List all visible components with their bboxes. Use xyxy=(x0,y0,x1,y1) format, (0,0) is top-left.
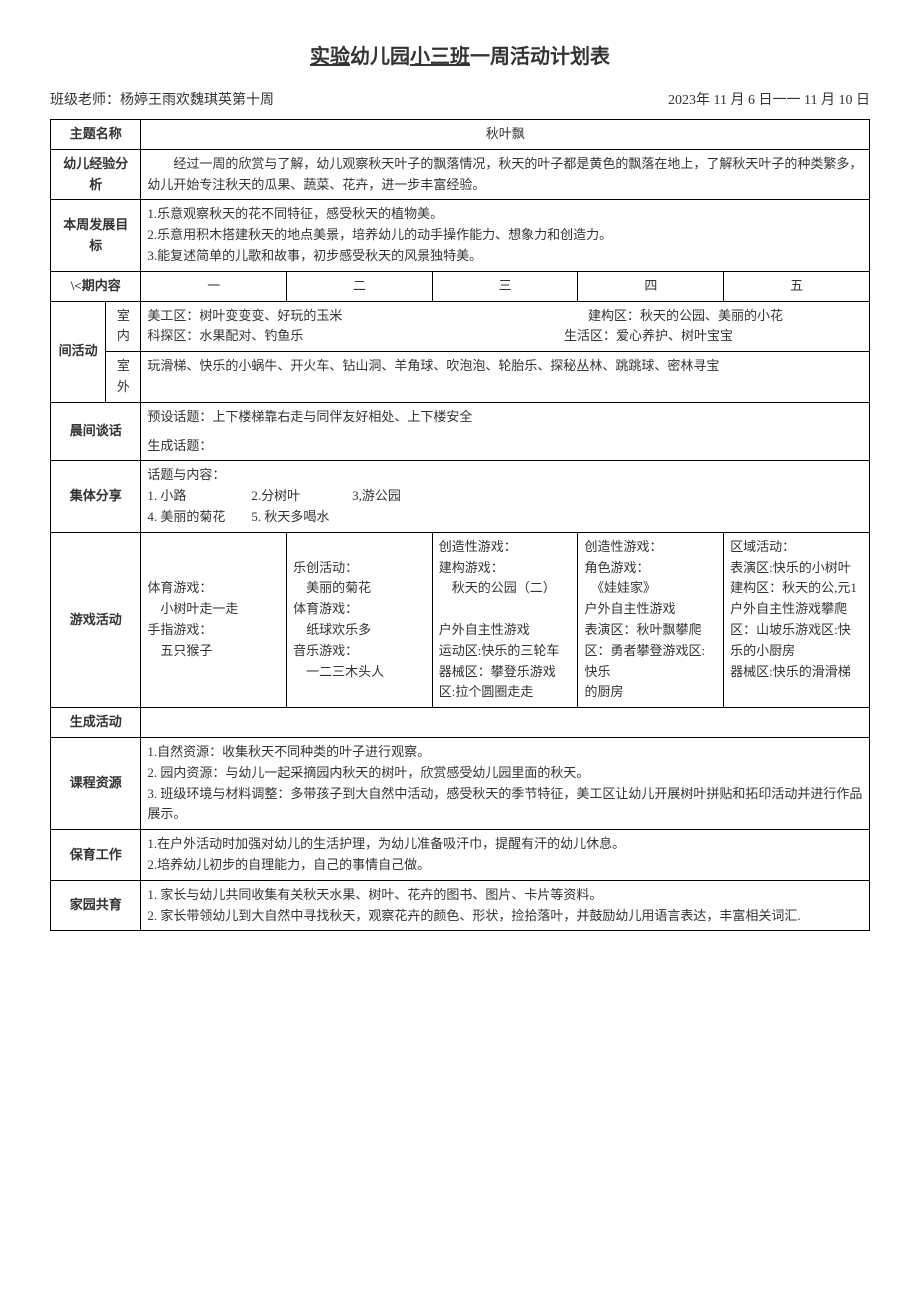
morning-generate: 生成话题： xyxy=(141,432,870,461)
exp-label: 幼儿经验分析 xyxy=(51,149,141,200)
course-label: 课程资源 xyxy=(51,737,141,829)
title-suffix: 一周活动计划表 xyxy=(470,46,610,68)
morning-label: 晨间谈话 xyxy=(51,402,141,461)
morning-preset: 预设话题：上下楼梯靠右走与同伴友好相处、上下楼安全 xyxy=(141,402,870,431)
indoor-line2b: 生活区：爱心养护、树叶宝宝 xyxy=(564,326,863,347)
title-class: 小三班 xyxy=(410,46,470,68)
game-label: 游戏活动 xyxy=(51,532,141,707)
day-4: 四 xyxy=(578,271,724,301)
generate-value xyxy=(141,708,870,738)
indoor-line1a: 美工区：树叶变变变、好玩的玉米 xyxy=(147,306,342,327)
teachers-text: 班级老师：杨婷王雨欢魏琪英第十周 xyxy=(50,89,274,109)
day-3: 三 xyxy=(432,271,578,301)
title-prefix: 实验 xyxy=(310,46,350,68)
outdoor-value: 玩滑梯、快乐的小蜗牛、开火车、钻山洞、羊角球、吹泡泡、轮胎乐、探秘丛林、跳跳球、… xyxy=(141,352,870,403)
indoor-value: 美工区：树叶变变变、好玩的玉米 建构区：秋天的公园、美丽的小花 科探区：水果配对… xyxy=(141,301,870,352)
exp-value: 经过一周的欣赏与了解，幼儿观察秋天叶子的飘落情况，秋天的叶子都是黄色的飘落在地上… xyxy=(141,149,870,200)
goal-value: 1.乐意观察秋天的花不同特征，感受秋天的植物美。 2.乐意用积木搭建秋天的地点美… xyxy=(141,200,870,271)
game-day2: 乐创活动： 美丽的菊花 体育游戏： 纸球欢乐多 音乐游戏： 一二三木头人 xyxy=(287,532,433,707)
indoor-line2a: 科探区：水果配对、钓鱼乐 xyxy=(147,326,303,347)
title-mid: 幼儿园 xyxy=(350,46,410,68)
care-value: 1.在户外活动时加强对幼儿的生活护理，为幼儿准备吸汗巾，提醒有汗的幼儿休息。 2… xyxy=(141,830,870,881)
day-2: 二 xyxy=(287,271,433,301)
game-day5: 区域活动： 表演区:快乐的小树叶 建构区：秋天的公,元1 户外自主性游戏攀爬区：… xyxy=(724,532,870,707)
page-title: 实验幼儿园小三班一周活动计划表 xyxy=(50,40,870,69)
share-label: 集体分享 xyxy=(51,461,141,532)
care-label: 保育工作 xyxy=(51,830,141,881)
theme-label: 主题名称 xyxy=(51,120,141,150)
game-day1: 体育游戏： 小树叶走一走 手指游戏： 五只猴子 xyxy=(141,532,287,707)
game-day3: 创造性游戏： 建构游戏： 秋天的公园（二） 户外自主性游戏 运动区:快乐的三轮车… xyxy=(432,532,578,707)
outdoor-label: 室外 xyxy=(106,352,141,403)
day-1: 一 xyxy=(141,271,287,301)
header-row: 班级老师：杨婷王雨欢魏琪英第十周 2023年 11 月 6 日一一 11 月 1… xyxy=(50,89,870,109)
generate-label: 生成活动 xyxy=(51,708,141,738)
plan-table: 主题名称 秋叶飘 幼儿经验分析 经过一周的欣赏与了解，幼儿观察秋天叶子的飘落情况… xyxy=(50,119,870,931)
game-day4: 创造性游戏： 角色游戏： 《娃娃家》 户外自主性游戏 表演区：秋叶飘攀爬区：勇者… xyxy=(578,532,724,707)
goal-label: 本周发展目标 xyxy=(51,200,141,271)
course-value: 1.自然资源：收集秋天不同种类的叶子进行观察。 2. 园内资源：与幼儿一起采摘园… xyxy=(141,737,870,829)
home-value: 1. 家长与幼儿共同收集有关秋天水果、树叶、花卉的图书、图片、卡片等资料。 2.… xyxy=(141,880,870,931)
indoor-line1b: 建构区：秋天的公园、美丽的小花 xyxy=(588,306,863,327)
share-value: 话题与内容： 1. 小路 2.分树叶 3,游公园 4. 美丽的菊花 5. 秋天多… xyxy=(141,461,870,532)
day-5: 五 xyxy=(724,271,870,301)
theme-value: 秋叶飘 xyxy=(141,120,870,150)
date-range-text: 2023年 11 月 6 日一一 11 月 10 日 xyxy=(668,89,870,109)
indoor-label: 室内 xyxy=(106,301,141,352)
interval-label: 间活动 xyxy=(51,301,106,402)
home-label: 家园共育 xyxy=(51,880,141,931)
date-content-label: \<期内容 xyxy=(51,271,141,301)
